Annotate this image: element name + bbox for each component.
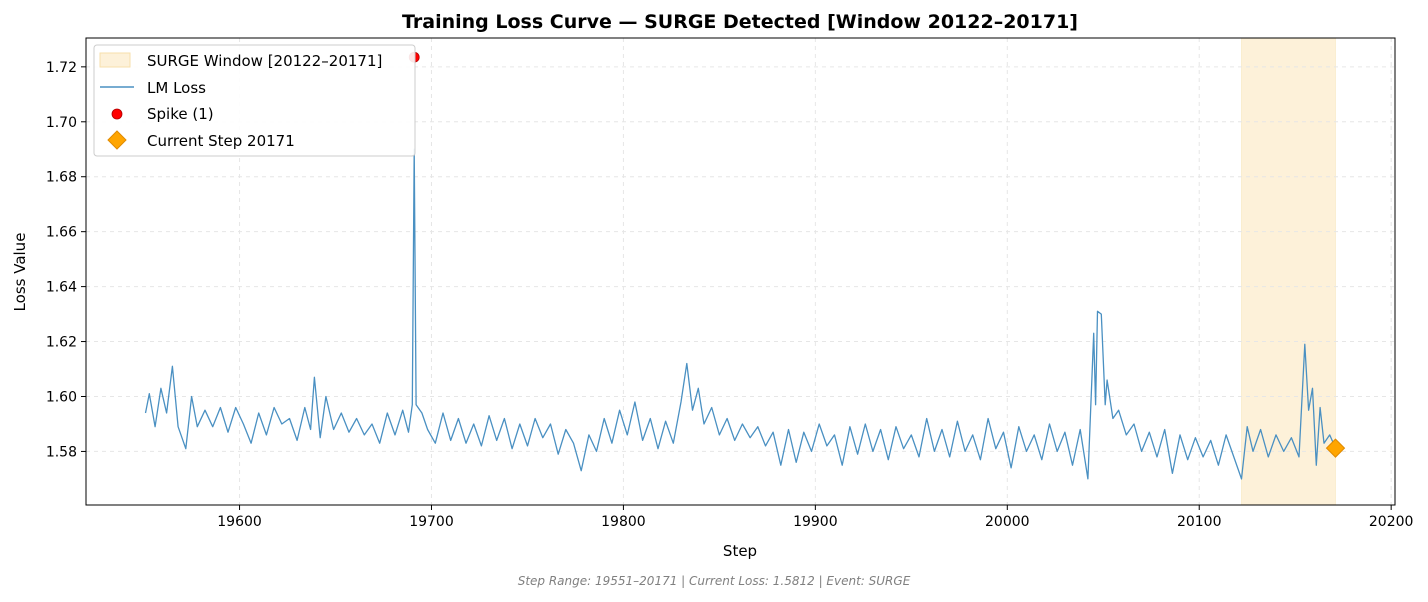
footer-info: Step Range: 19551–20171 | Current Loss: … [517, 574, 911, 588]
legend-window-swatch [99, 52, 131, 68]
legend-spike-label: Spike (1) [147, 105, 214, 123]
x-tick-label: 19600 [217, 514, 262, 530]
y-tick-label: 1.62 [46, 335, 77, 351]
y-tick-label: 1.70 [46, 115, 77, 131]
y-axis-label: Loss Value [11, 233, 29, 312]
x-tick-label: 19800 [601, 514, 646, 530]
y-tick-label: 1.68 [46, 170, 77, 186]
x-tick-label: 20000 [985, 514, 1030, 530]
y-tick-label: 1.60 [46, 389, 77, 405]
legend-current-label: Current Step 20171 [147, 132, 295, 150]
current-step-marker [1325, 438, 1346, 458]
chart-title: Training Loss Curve — SURGE Detected [Wi… [402, 11, 1078, 33]
x-tick-label: 20200 [1369, 514, 1414, 530]
x-tick-label: 19700 [409, 514, 454, 530]
y-tick-label: 1.72 [46, 60, 77, 76]
x-tick-label: 20100 [1177, 514, 1222, 530]
x-axis-label: Step [723, 542, 757, 560]
legend: SURGE Window [20122–20171] LM Loss Spike… [93, 44, 416, 157]
plot-area: 19600 19700 19800 19900 20000 20100 20200 1.58 1… [46, 37, 1414, 530]
legend-box [93, 44, 416, 157]
loss-series-line [144, 148, 1337, 480]
x-tick-label: 19900 [793, 514, 838, 530]
legend-current-marker [107, 130, 127, 150]
legend-window-label: SURGE Window [20122–20171] [147, 52, 382, 70]
y-tick-label: 1.64 [46, 280, 77, 296]
plot-frame [85, 37, 1396, 506]
y-tick-label: 1.58 [46, 444, 77, 460]
legend-line-label: LM Loss [147, 79, 206, 97]
surge-window-band [1241, 37, 1336, 506]
legend-spike-marker [111, 108, 123, 120]
y-tick-label: 1.66 [46, 225, 77, 241]
